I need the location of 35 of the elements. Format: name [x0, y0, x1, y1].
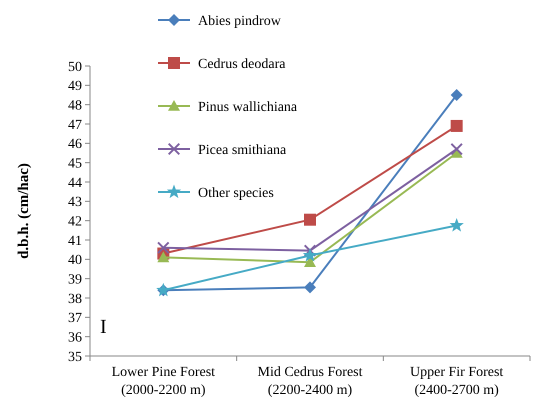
x-tick-label: Mid Cedrus Forest (2200-2400 m) — [258, 365, 363, 398]
y-tick-label: 38 — [68, 292, 82, 307]
legend-label: Picea smithiana — [198, 142, 288, 158]
y-tick-label: 49 — [68, 79, 82, 94]
annotation: I — [100, 316, 107, 338]
y-tick-label: 45 — [68, 156, 82, 172]
x-tick-label: Upper Fir Forest (2400-2700 m) — [410, 365, 504, 398]
y-tick-label: 39 — [68, 272, 82, 288]
y-axis-title: d.b.h. (cm/hac) — [16, 163, 32, 259]
y-tick-label: 35 — [68, 350, 82, 365]
point — [304, 281, 316, 294]
legend-label: Cedrus deodara — [198, 56, 286, 72]
y-tick-label: 48 — [68, 98, 82, 114]
point — [302, 248, 318, 262]
legend-label: Pinus wallichiana — [198, 100, 298, 115]
x-tick-label: Lower Pine Forest (2000-2200 m) — [112, 365, 216, 398]
point — [450, 89, 463, 101]
y-tick-label: 40 — [68, 253, 82, 268]
y-tick-label: 50 — [68, 60, 82, 75]
point — [157, 242, 170, 254]
y-tick-label: 46 — [68, 137, 82, 152]
legend-label: Other species — [198, 186, 274, 201]
y-tick-label: 41 — [68, 234, 82, 249]
y-tick-label: 42 — [68, 214, 82, 230]
y-tick-label: 47 — [68, 118, 82, 133]
point — [157, 251, 170, 262]
y-tick-label: 44 — [68, 176, 82, 191]
legend-label: Abies pindrow — [198, 14, 282, 29]
point — [304, 214, 316, 226]
y-tick-label: 37 — [68, 311, 82, 326]
point — [450, 143, 463, 156]
point — [450, 120, 463, 132]
y-tick-label: 36 — [68, 330, 82, 346]
point — [450, 218, 464, 232]
y-tick-label: 43 — [68, 195, 82, 210]
